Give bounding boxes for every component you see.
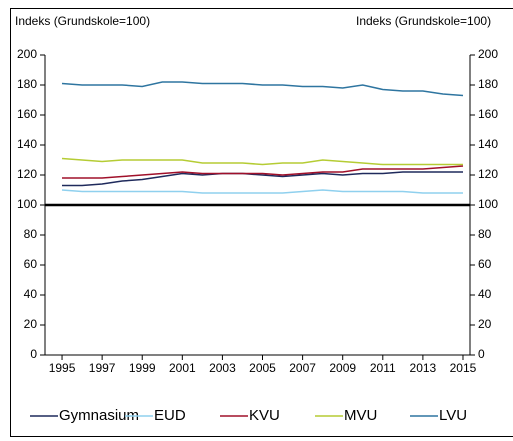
y2-tick-label: 200 <box>478 47 498 61</box>
x-tick-label: 2011 <box>370 361 396 375</box>
y2-tick-label: 60 <box>478 257 492 271</box>
x-tick-label: 1999 <box>129 361 156 375</box>
y-tick-label: 140 <box>17 137 37 151</box>
y-tick-label: 200 <box>17 47 37 61</box>
y2-tick-label: 160 <box>478 107 498 121</box>
frame <box>10 8 513 437</box>
x-tick-label: 2005 <box>249 361 276 375</box>
y-tick-label: 160 <box>17 107 37 121</box>
legend-label: EUD <box>154 407 186 424</box>
y-tick-label: 20 <box>24 317 38 331</box>
y-tick-label: 100 <box>17 197 37 211</box>
y2-tick-label: 0 <box>478 347 485 361</box>
y-tick-label: 40 <box>24 287 38 301</box>
y2-tick-label: 80 <box>478 227 492 241</box>
x-tick-label: 1997 <box>89 361 116 375</box>
y-tick-label: 80 <box>24 227 38 241</box>
y2-tick-label: 140 <box>478 137 498 151</box>
legend-label: LVU <box>439 407 467 424</box>
y2-tick-label: 120 <box>478 167 498 181</box>
x-tick-label: 2003 <box>209 361 236 375</box>
y-tick-label: 60 <box>24 257 38 271</box>
y2-axis-title: Indeks (Grundskole=100) <box>356 14 491 28</box>
y2-tick-label: 180 <box>478 77 498 91</box>
x-tick-label: 2013 <box>410 361 437 375</box>
series-line <box>61 157 463 166</box>
y-axis-title: Indeks (Grundskole=100) <box>15 14 150 28</box>
legend-label: KVU <box>249 407 280 424</box>
series-line <box>61 81 464 97</box>
x-tick-label: 2001 <box>169 361 196 375</box>
y2-tick-label: 100 <box>478 197 498 211</box>
series-line <box>62 165 464 179</box>
y2-tick-label: 20 <box>478 317 492 331</box>
legend-label: MVU <box>344 407 377 424</box>
x-tick-label: 1995 <box>49 361 76 375</box>
y2-tick-label: 40 <box>478 287 492 301</box>
x-tick-label: 2007 <box>289 361 316 375</box>
y-tick-label: 180 <box>17 77 37 91</box>
x-tick-label: 2009 <box>329 361 356 375</box>
x-tick-label: 2015 <box>450 361 477 375</box>
legend-label: Gymnasium <box>59 407 139 424</box>
series-line <box>62 171 463 187</box>
y-tick-label: 120 <box>17 167 37 181</box>
y-tick-label: 0 <box>30 347 37 361</box>
series-line <box>61 189 463 194</box>
